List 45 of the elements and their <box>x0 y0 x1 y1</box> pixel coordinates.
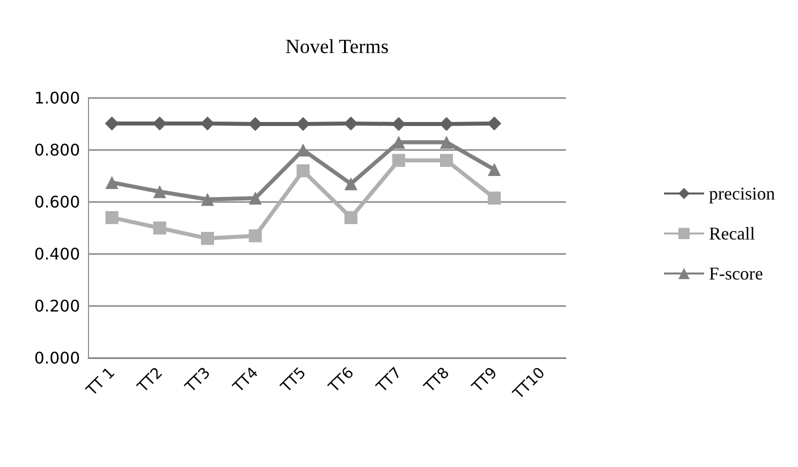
point <box>153 185 166 198</box>
point <box>344 177 358 190</box>
point <box>440 154 453 167</box>
point <box>153 222 166 234</box>
point <box>104 116 119 130</box>
point <box>440 117 454 131</box>
point <box>296 164 310 178</box>
chart-title: Novel Terms <box>285 36 389 58</box>
point <box>344 116 358 130</box>
y-tick-label: 0.000 <box>34 348 80 368</box>
x-tick-label: TT 1 <box>82 364 118 400</box>
point <box>201 192 214 206</box>
point <box>248 192 262 205</box>
y-tick-label: 1.000 <box>34 88 80 108</box>
point <box>487 116 502 130</box>
legend-label: Recall <box>709 224 756 244</box>
x-tick-label: TT7 <box>372 364 406 397</box>
x-tick-label: TT6 <box>324 364 358 397</box>
point <box>105 176 118 189</box>
point <box>248 229 262 242</box>
x-tick-label: TT4 <box>228 364 262 397</box>
legend-label: F-score <box>709 264 764 284</box>
y-tick-label: 0.800 <box>34 140 80 160</box>
point <box>296 117 310 131</box>
legend-label: precision <box>709 184 776 204</box>
point <box>488 163 501 176</box>
y-tick-label: 0.400 <box>34 244 80 264</box>
x-tick-label: TT8 <box>420 364 453 397</box>
point <box>248 117 262 131</box>
x-tick-label: TT3 <box>180 364 214 397</box>
point <box>392 117 406 131</box>
point <box>201 232 214 245</box>
point <box>344 211 358 224</box>
y-tick-label: 0.200 <box>34 296 80 316</box>
y-tick-label: 0.600 <box>34 192 80 212</box>
x-tick-label: TT9 <box>468 364 501 397</box>
point <box>152 116 167 130</box>
point <box>392 154 406 167</box>
point <box>105 211 118 224</box>
point <box>392 136 406 149</box>
x-tick-label: TT5 <box>276 364 310 397</box>
point <box>440 136 453 149</box>
point <box>200 116 214 130</box>
point <box>488 192 501 205</box>
x-tick-label: TT2 <box>133 364 166 397</box>
